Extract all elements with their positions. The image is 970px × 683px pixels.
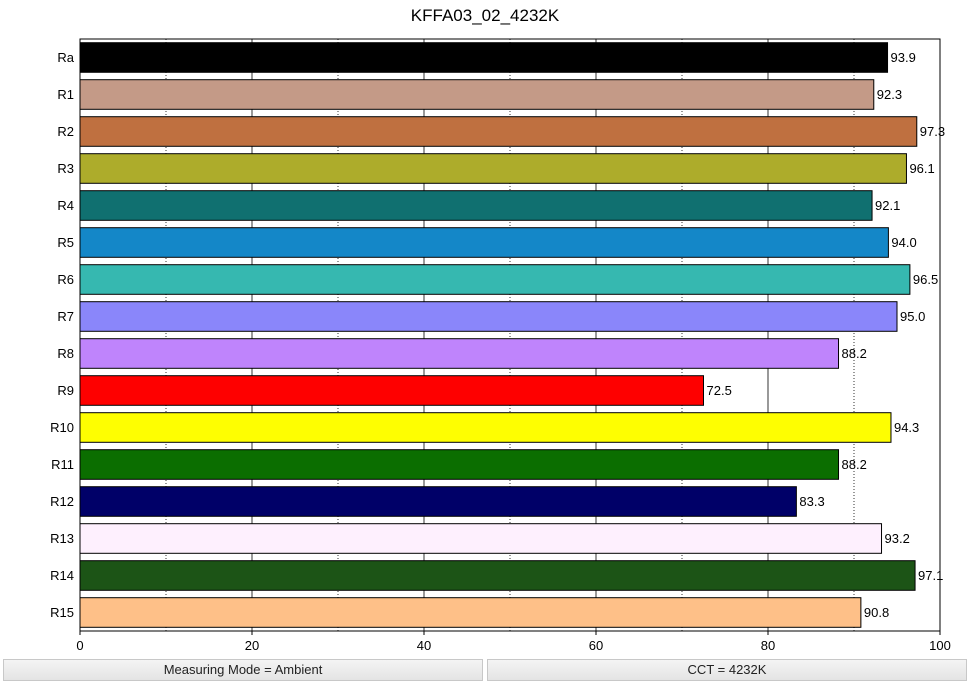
- bar-r11: [79, 449, 840, 480]
- bar-r8: [79, 338, 840, 369]
- value-label-r13: 93.2: [885, 531, 910, 546]
- value-label-r12: 83.3: [799, 494, 824, 509]
- value-label-r2: 97.3: [920, 124, 945, 139]
- x-tick-label: 40: [417, 638, 431, 653]
- category-label-r1: R1: [57, 87, 74, 102]
- value-label-r10: 94.3: [894, 420, 919, 435]
- category-label-r2: R2: [57, 124, 74, 139]
- value-label-r1: 92.3: [877, 87, 902, 102]
- axes: Ra 93.9 R1 92.3 R2 97.3 R3 96.1 R4 92.1 R5 94.0 R6 96…: [50, 50, 951, 653]
- value-label-ra: 93.9: [891, 50, 916, 65]
- bar-r12: [79, 486, 797, 517]
- category-label-r10: R10: [50, 420, 74, 435]
- bar-r2: [79, 116, 918, 147]
- category-label-r12: R12: [50, 494, 74, 509]
- category-label-r7: R7: [57, 309, 74, 324]
- bar-r10: [79, 412, 892, 443]
- category-label-r13: R13: [50, 531, 74, 546]
- bar-r9: [79, 375, 704, 406]
- chart-title: KFFA03_02_4232K: [410, 6, 560, 25]
- category-label-r6: R6: [57, 272, 74, 287]
- value-label-r14: 97.1: [918, 568, 943, 583]
- bar-r7: [79, 301, 898, 332]
- bar-r5: [79, 227, 889, 258]
- value-label-r5: 94.0: [891, 235, 916, 250]
- bar-series: [79, 42, 918, 628]
- category-label-r14: R14: [50, 568, 74, 583]
- value-label-r9: 72.5: [707, 383, 732, 398]
- bar-r15: [79, 597, 862, 628]
- x-tick-label: 0: [76, 638, 83, 653]
- x-tick-label: 80: [761, 638, 775, 653]
- bar-r1: [79, 79, 875, 110]
- bar-r6: [79, 264, 911, 295]
- value-label-r6: 96.5: [913, 272, 938, 287]
- value-label-r15: 90.8: [864, 605, 889, 620]
- cct-status: CCT = 4232K: [487, 659, 967, 681]
- value-label-r8: 88.2: [842, 346, 867, 361]
- plot-frame: [79, 38, 941, 632]
- category-label-r9: R9: [57, 383, 74, 398]
- bar-r14: [79, 560, 916, 591]
- bar-ra: [79, 42, 889, 73]
- value-label-r4: 92.1: [875, 198, 900, 213]
- x-tick-label: 100: [929, 638, 951, 653]
- category-label-ra: Ra: [57, 50, 74, 65]
- x-tick-label: 20: [245, 638, 259, 653]
- measuring-mode-status: Measuring Mode = Ambient: [3, 659, 483, 681]
- value-label-r7: 95.0: [900, 309, 925, 324]
- category-label-r8: R8: [57, 346, 74, 361]
- category-label-r3: R3: [57, 161, 74, 176]
- category-label-r11: R11: [51, 457, 74, 472]
- value-label-r3: 96.1: [909, 161, 934, 176]
- bar-r3: [79, 153, 907, 184]
- bar-r4: [79, 190, 873, 221]
- x-tick-label: 60: [589, 638, 603, 653]
- bar-r13: [79, 523, 883, 554]
- value-label-r11: 88.2: [842, 457, 867, 472]
- category-label-r15: R15: [50, 605, 74, 620]
- category-label-r5: R5: [57, 235, 74, 250]
- category-label-r4: R4: [57, 198, 74, 213]
